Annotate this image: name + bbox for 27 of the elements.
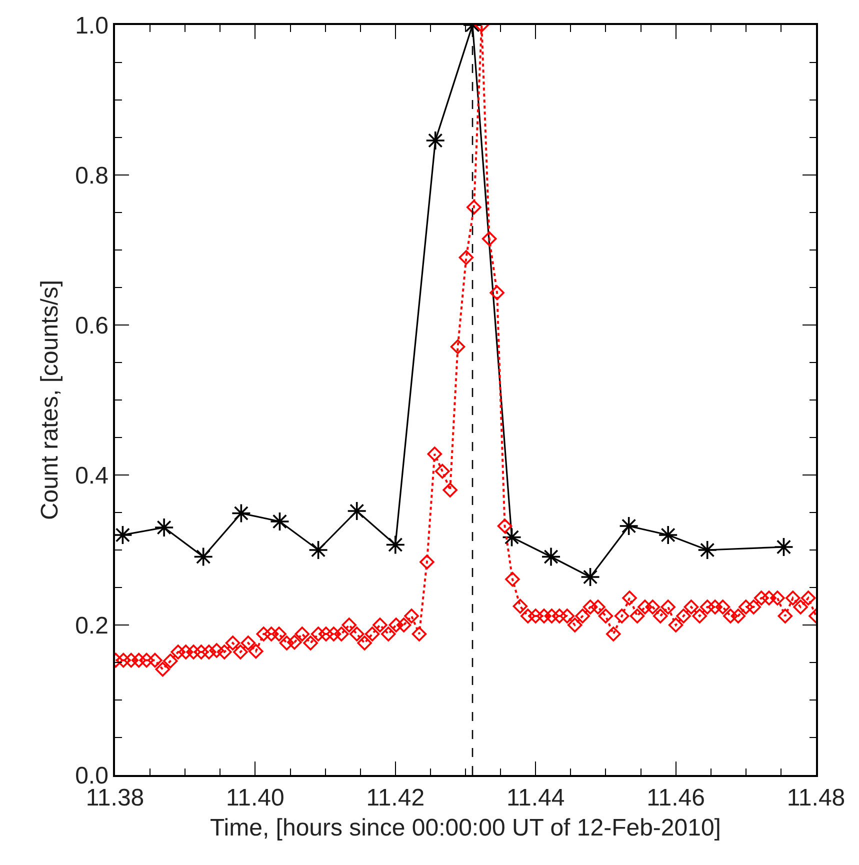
point bbox=[193, 546, 214, 567]
y-tick-label: 0.2 bbox=[75, 612, 108, 640]
point bbox=[580, 567, 600, 587]
point bbox=[502, 527, 522, 548]
y-tick-label: 0.6 bbox=[75, 312, 108, 340]
y-axis-title: Count rates, [counts/s] bbox=[36, 280, 64, 520]
point bbox=[386, 534, 406, 555]
y-tick-label: 0.4 bbox=[75, 462, 108, 490]
point bbox=[308, 540, 328, 560]
x-axis-title: Time, [hours since 00:00:00 UT of 12-Feb-2010] bbox=[210, 814, 721, 842]
point bbox=[154, 518, 174, 538]
x-tick-label: 11.42 bbox=[366, 784, 425, 812]
point bbox=[697, 540, 718, 560]
y-tick-label: 0.8 bbox=[75, 162, 108, 190]
y-tick-label: 1.0 bbox=[75, 12, 108, 40]
point bbox=[346, 501, 367, 521]
x-tick-label: 11.48 bbox=[786, 784, 846, 812]
point bbox=[618, 516, 639, 536]
x-tick-label: 11.44 bbox=[506, 784, 565, 812]
point bbox=[231, 503, 252, 524]
point bbox=[541, 546, 561, 567]
x-tick-label: 11.40 bbox=[226, 784, 284, 812]
x-tick-label: 11.46 bbox=[646, 784, 705, 812]
point bbox=[425, 130, 446, 150]
point bbox=[270, 512, 290, 532]
point bbox=[774, 537, 794, 557]
point bbox=[658, 525, 678, 545]
